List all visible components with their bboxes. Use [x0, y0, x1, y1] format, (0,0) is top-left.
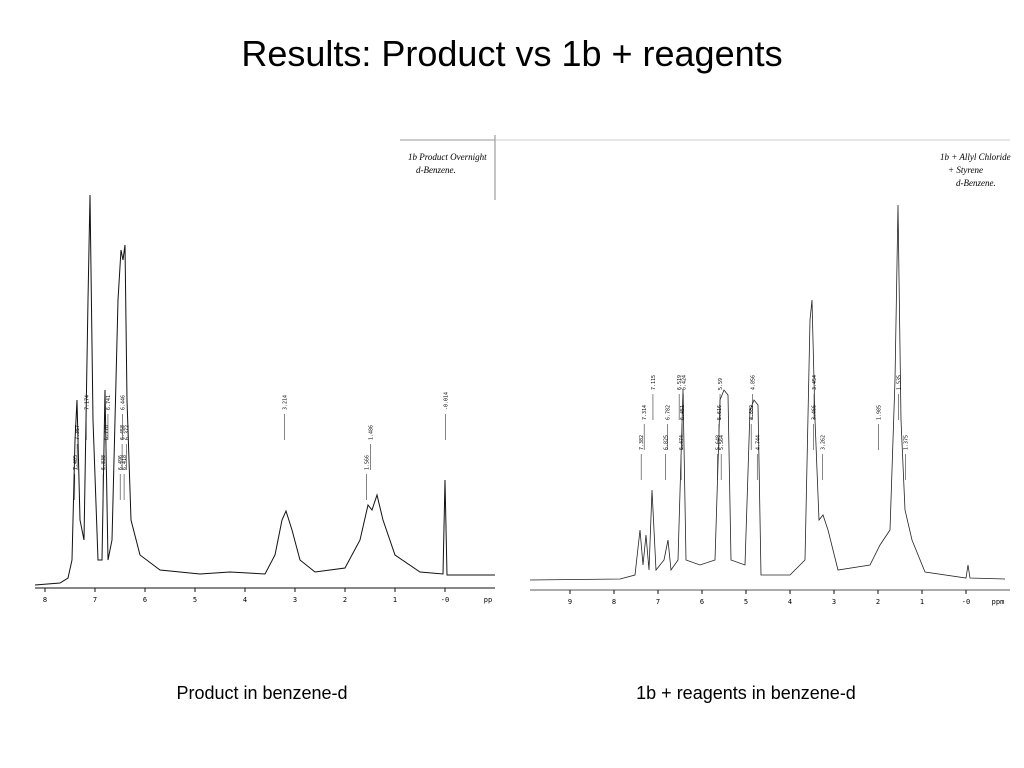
peak-label: 3.466: [811, 405, 817, 420]
peak-label: 6.424: [681, 375, 687, 390]
left-spectrum: [34, 135, 496, 589]
peak-label: 7.357: [75, 425, 81, 440]
x-tick-label: 5: [193, 596, 197, 604]
x-tick-label: 7: [93, 596, 97, 604]
peak-label: -0.014: [444, 392, 450, 410]
peak-label: 5.648: [715, 435, 721, 450]
peak-label: 3.214: [282, 395, 288, 410]
x-tick-label: 2: [343, 596, 347, 604]
peak-label: 6.446: [121, 395, 127, 410]
x-tick-label: -0: [441, 596, 449, 604]
x-tick-label: 3: [293, 596, 297, 604]
peak-label: 6.741: [106, 395, 112, 410]
axis-unit: ppm: [992, 598, 1005, 606]
x-tick-label: 4: [243, 596, 247, 604]
x-tick-label: 1: [393, 596, 397, 604]
peak-label: 6.778: [104, 425, 110, 440]
peak-label: 6.782: [666, 405, 672, 420]
x-tick-label: 3: [832, 598, 836, 606]
x-tick-label: 6: [700, 598, 704, 606]
handwritten-note: d-Benzene.: [416, 165, 456, 175]
x-tick-label: -0: [962, 598, 970, 606]
peak-label: 6.418: [122, 455, 128, 470]
axis-unit: pp: [484, 596, 492, 604]
peak-label: 6.372: [124, 425, 130, 440]
peak-label: 1.486: [369, 425, 375, 440]
right-spectrum: [495, 139, 1010, 591]
peak-label: 6.496: [118, 455, 124, 470]
peak-label: 1.985: [877, 405, 883, 420]
peak-label: 7.115: [651, 375, 657, 390]
peak-label: 4.744: [755, 435, 761, 450]
handwritten-note: d-Benzene.: [956, 178, 996, 188]
peak-label: 1.375: [904, 435, 910, 450]
x-tick-label: 6: [143, 596, 147, 604]
left-caption: Product in benzene-d: [176, 683, 347, 703]
peak-label: 6.519: [677, 375, 683, 390]
x-tick-label: 8: [43, 596, 47, 604]
peak-label: 5.59: [718, 378, 724, 390]
x-tick-label: 7: [656, 598, 660, 606]
x-tick-label: 5: [744, 598, 748, 606]
peak-label: 1.535: [896, 375, 902, 390]
peak-label: 6.838: [101, 455, 107, 470]
x-tick-label: 9: [568, 598, 572, 606]
peak-label: 7.382: [639, 435, 645, 450]
peak-label: 4.856: [750, 375, 756, 390]
peak-label: 6.458: [120, 425, 126, 440]
peak-label: 1.566: [365, 455, 371, 470]
slide-title: Results: Product vs 1b + reagents: [241, 33, 782, 74]
x-tick-label: 8: [612, 598, 616, 606]
peak-label: 5.564: [719, 435, 725, 450]
peak-label: 7.314: [642, 405, 648, 420]
handwritten-note: 1b + Allyl Chloride: [940, 152, 1011, 162]
x-tick-label: 1: [920, 598, 924, 606]
peak-label: 3.262: [820, 435, 826, 450]
x-tick-label: 4: [788, 598, 792, 606]
peak-label: 7.405: [73, 455, 79, 470]
peak-label: 7.174: [84, 395, 90, 410]
peak-label: 3.454: [812, 375, 818, 390]
handwritten-note: + Styrene: [948, 165, 983, 175]
x-tick-label: 2: [876, 598, 880, 606]
right-caption: 1b + reagents in benzene-d: [636, 683, 856, 703]
handwritten-note: 1b Product Overnight: [408, 152, 487, 162]
peak-label: 6.825: [664, 435, 670, 450]
